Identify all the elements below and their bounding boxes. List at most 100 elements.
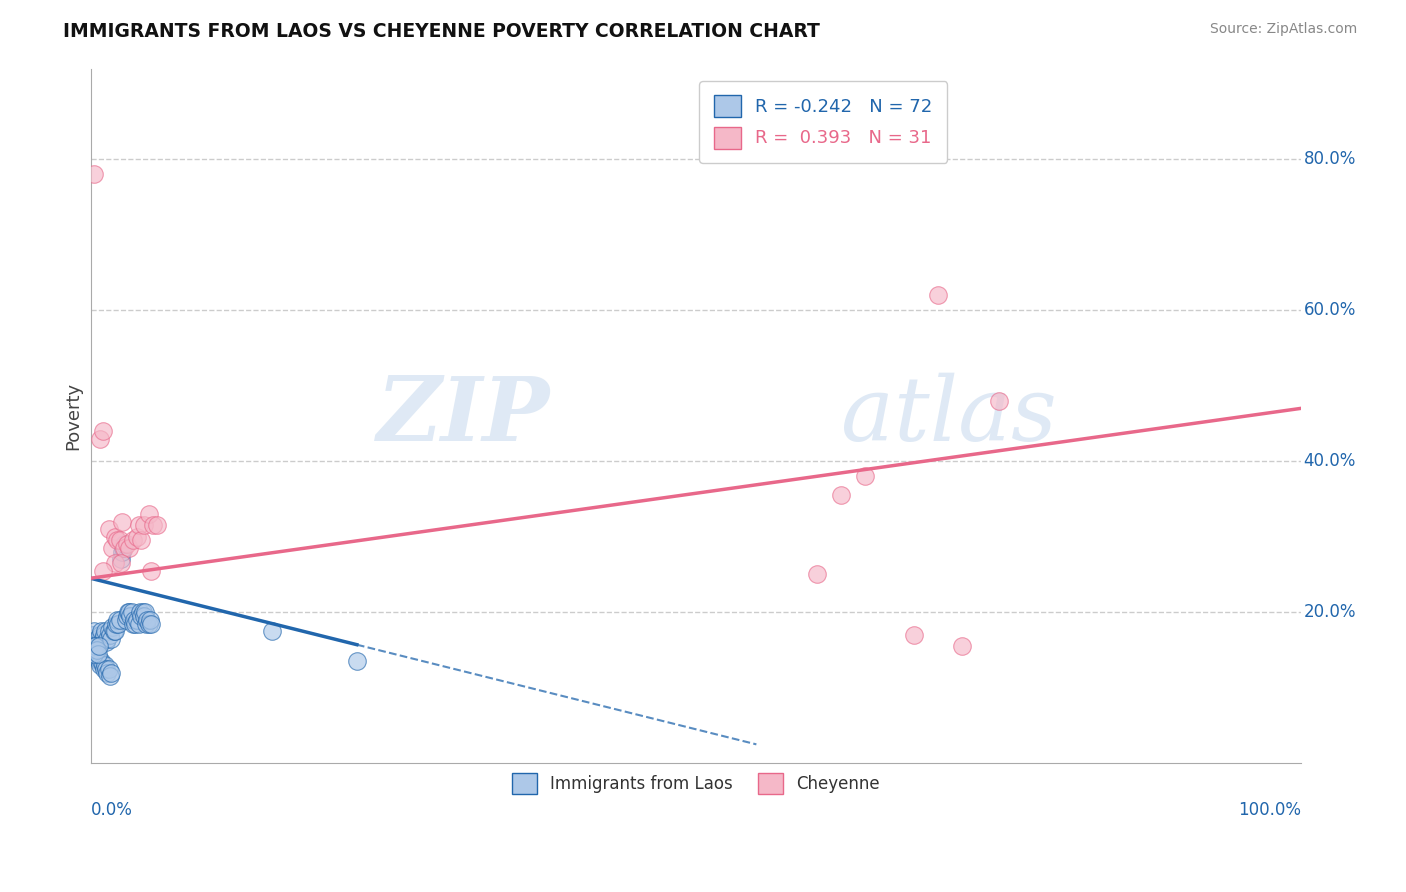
Point xyxy=(118,605,141,619)
Point xyxy=(122,613,145,627)
Point xyxy=(146,518,169,533)
Point xyxy=(84,643,107,657)
Point xyxy=(97,662,120,676)
Point xyxy=(82,628,104,642)
Point xyxy=(94,624,117,639)
Legend: Immigrants from Laos, Cheyenne: Immigrants from Laos, Cheyenne xyxy=(499,760,893,807)
Text: Source: ZipAtlas.com: Source: ZipAtlas.com xyxy=(1209,22,1357,37)
Point xyxy=(830,488,852,502)
Point xyxy=(86,650,108,665)
Point xyxy=(110,552,132,566)
Point xyxy=(131,605,153,619)
Point xyxy=(83,624,105,639)
Point xyxy=(96,632,118,646)
Point xyxy=(101,541,124,555)
Text: 20.0%: 20.0% xyxy=(1303,603,1357,621)
Point xyxy=(87,639,110,653)
Point xyxy=(112,541,135,555)
Point xyxy=(131,609,153,624)
Point xyxy=(138,616,160,631)
Point xyxy=(100,665,122,680)
Point xyxy=(104,624,127,639)
Point xyxy=(117,605,139,619)
Text: atlas: atlas xyxy=(841,373,1057,459)
Point xyxy=(111,515,134,529)
Point xyxy=(87,650,110,665)
Point xyxy=(118,541,141,555)
Text: 100.0%: 100.0% xyxy=(1239,801,1301,820)
Point xyxy=(122,533,145,548)
Point xyxy=(84,635,107,649)
Point xyxy=(87,635,110,649)
Text: 0.0%: 0.0% xyxy=(90,801,132,820)
Point xyxy=(91,424,114,438)
Point xyxy=(94,658,117,673)
Point xyxy=(90,654,112,668)
Point xyxy=(132,518,155,533)
Point xyxy=(101,620,124,634)
Point xyxy=(115,609,138,624)
Text: ZIP: ZIP xyxy=(377,373,551,459)
Point xyxy=(103,624,125,639)
Point xyxy=(104,530,127,544)
Point xyxy=(83,167,105,181)
Point xyxy=(83,647,105,661)
Point xyxy=(105,613,128,627)
Point xyxy=(142,518,165,533)
Point xyxy=(138,507,160,521)
Point xyxy=(115,537,138,551)
Point xyxy=(96,635,118,649)
Point xyxy=(903,628,925,642)
Text: 60.0%: 60.0% xyxy=(1303,301,1355,319)
Point xyxy=(89,658,111,673)
Text: 40.0%: 40.0% xyxy=(1303,452,1355,470)
Point xyxy=(139,616,162,631)
Point xyxy=(83,639,105,653)
Point xyxy=(125,613,148,627)
Point xyxy=(346,654,368,668)
Point xyxy=(131,533,153,548)
Point xyxy=(86,643,108,657)
Point xyxy=(104,616,127,631)
Point xyxy=(134,605,156,619)
Point xyxy=(108,613,131,627)
Point xyxy=(128,518,150,533)
Point xyxy=(806,567,828,582)
Point xyxy=(262,624,284,639)
Text: IMMIGRANTS FROM LAOS VS CHEYENNE POVERTY CORRELATION CHART: IMMIGRANTS FROM LAOS VS CHEYENNE POVERTY… xyxy=(63,22,820,41)
Point xyxy=(87,647,110,661)
Point xyxy=(111,545,134,559)
Point xyxy=(124,616,146,631)
Point xyxy=(93,662,115,676)
Point xyxy=(98,669,121,683)
Point xyxy=(125,530,148,544)
Point xyxy=(853,469,876,483)
Point xyxy=(87,654,110,668)
Point xyxy=(120,609,142,624)
Point xyxy=(114,613,136,627)
Point xyxy=(84,639,107,653)
Point xyxy=(139,564,162,578)
Point xyxy=(139,613,162,627)
Point xyxy=(108,533,131,548)
Point xyxy=(987,393,1010,408)
Point xyxy=(114,541,136,555)
Point xyxy=(96,662,118,676)
Point xyxy=(927,288,949,302)
Point xyxy=(129,605,152,619)
Y-axis label: Poverty: Poverty xyxy=(65,382,82,450)
Point xyxy=(122,616,145,631)
Point xyxy=(91,632,114,646)
Point xyxy=(105,533,128,548)
Text: 80.0%: 80.0% xyxy=(1303,150,1355,168)
Point xyxy=(89,628,111,642)
Point xyxy=(104,556,127,570)
Point xyxy=(96,665,118,680)
Point xyxy=(136,613,159,627)
Point xyxy=(100,632,122,646)
Point xyxy=(87,639,110,653)
Point xyxy=(90,624,112,639)
Point xyxy=(107,616,129,631)
Point xyxy=(98,628,121,642)
Point xyxy=(89,432,111,446)
